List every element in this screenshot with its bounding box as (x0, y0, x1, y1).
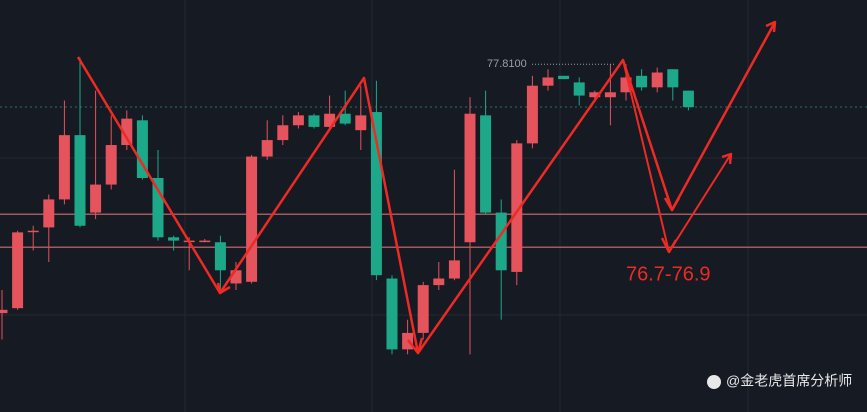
candle-body (0, 309, 8, 314)
candle-body (105, 145, 117, 185)
candle-body (12, 232, 24, 309)
arrow-head (663, 197, 681, 212)
annotation: 76.7-76.9 (626, 263, 711, 285)
logo-icon (707, 375, 721, 389)
candle-body (480, 115, 492, 213)
candle-body (511, 143, 523, 272)
drawn-arrows (76, 20, 777, 355)
candle-body (214, 242, 226, 271)
candle-body (74, 135, 86, 226)
candle-body (433, 278, 445, 286)
candle-body (230, 270, 242, 284)
candle-body (620, 77, 632, 93)
candle-body (448, 260, 460, 279)
candle-body (43, 199, 55, 228)
candle-body (121, 118, 133, 146)
candle-body (417, 285, 429, 333)
candle-body (277, 125, 289, 141)
candle-body (651, 72, 663, 88)
candle-body (355, 115, 367, 131)
candle-body (370, 112, 382, 276)
candle-body (90, 184, 102, 213)
candle-body (324, 113, 336, 127)
candle-body (27, 230, 39, 233)
candle-body (495, 212, 507, 271)
candle-body (308, 115, 320, 127)
watermark: @金老虎首席分析师 (726, 373, 852, 389)
candle-body (464, 113, 476, 243)
candle-body (526, 85, 538, 144)
candle-body (136, 120, 148, 178)
candle-body (168, 237, 180, 241)
candle-body (573, 82, 585, 96)
high-label: 77.8100 (487, 58, 527, 70)
candle-body (58, 135, 70, 200)
candle-body (292, 115, 304, 126)
candle-body (682, 90, 694, 108)
candle-body (558, 75, 570, 80)
arrow-head (721, 152, 733, 165)
candles (0, 57, 694, 355)
candle-body (604, 92, 616, 98)
candle-body (339, 113, 351, 124)
candle-body (589, 92, 601, 98)
candle-body (542, 77, 554, 86)
candle-body (199, 240, 211, 243)
arrow-head (765, 20, 777, 33)
candle-body (261, 140, 273, 157)
candle-body (246, 156, 258, 282)
levels (0, 213, 867, 248)
arrow-head (660, 237, 678, 254)
candle-body (386, 278, 398, 350)
arrow-head (216, 282, 231, 295)
candle-body (667, 69, 679, 88)
candle-body (152, 177, 164, 238)
candle-body (636, 75, 648, 88)
arrow-head (407, 337, 424, 355)
